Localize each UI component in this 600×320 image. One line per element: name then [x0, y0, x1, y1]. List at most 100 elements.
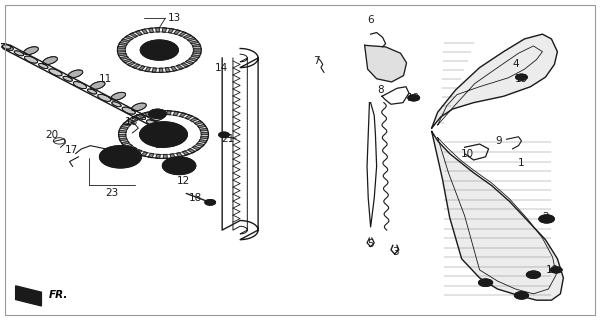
Text: 12: 12	[176, 176, 190, 186]
Polygon shape	[181, 63, 189, 67]
Circle shape	[110, 151, 131, 163]
Text: 22: 22	[154, 140, 168, 150]
Circle shape	[169, 141, 176, 145]
Polygon shape	[184, 34, 191, 38]
Polygon shape	[190, 118, 198, 122]
Polygon shape	[145, 112, 151, 116]
Polygon shape	[199, 140, 207, 143]
Text: 16: 16	[125, 117, 138, 127]
Polygon shape	[365, 45, 407, 82]
Circle shape	[151, 127, 176, 141]
Text: 19: 19	[515, 74, 528, 84]
Polygon shape	[176, 153, 182, 157]
Polygon shape	[200, 136, 208, 139]
Polygon shape	[168, 28, 173, 33]
Text: 20: 20	[45, 130, 58, 140]
Ellipse shape	[136, 115, 146, 119]
Text: 23: 23	[105, 188, 118, 198]
Circle shape	[100, 146, 142, 168]
Polygon shape	[118, 50, 125, 52]
Polygon shape	[127, 62, 135, 66]
Polygon shape	[121, 39, 130, 43]
Ellipse shape	[146, 120, 160, 127]
Polygon shape	[127, 119, 134, 123]
Polygon shape	[155, 28, 160, 32]
Circle shape	[518, 294, 524, 297]
Polygon shape	[187, 37, 196, 41]
Polygon shape	[179, 113, 186, 117]
Polygon shape	[194, 121, 202, 124]
Polygon shape	[192, 44, 200, 47]
Circle shape	[151, 124, 158, 128]
Circle shape	[515, 74, 527, 80]
Polygon shape	[139, 66, 145, 70]
Circle shape	[178, 132, 185, 136]
Circle shape	[539, 215, 554, 223]
Polygon shape	[191, 55, 200, 58]
Ellipse shape	[112, 102, 121, 107]
Circle shape	[140, 122, 187, 147]
Polygon shape	[119, 138, 127, 141]
Polygon shape	[133, 64, 140, 68]
Ellipse shape	[161, 127, 170, 132]
Polygon shape	[123, 59, 131, 63]
Polygon shape	[152, 111, 157, 115]
Polygon shape	[125, 36, 133, 40]
Polygon shape	[134, 150, 142, 154]
Circle shape	[149, 44, 170, 56]
Circle shape	[169, 124, 176, 128]
Ellipse shape	[161, 127, 170, 132]
Polygon shape	[148, 153, 154, 157]
Polygon shape	[141, 152, 148, 156]
Text: 2: 2	[542, 212, 549, 222]
Polygon shape	[148, 28, 154, 33]
Circle shape	[218, 132, 229, 138]
Circle shape	[116, 154, 125, 159]
Text: 17: 17	[65, 146, 78, 156]
Polygon shape	[200, 128, 208, 131]
Polygon shape	[431, 131, 563, 300]
Ellipse shape	[25, 56, 38, 63]
Polygon shape	[119, 134, 126, 137]
Polygon shape	[185, 60, 194, 64]
Polygon shape	[118, 46, 126, 49]
Ellipse shape	[49, 69, 62, 76]
Circle shape	[205, 199, 215, 205]
Text: 3: 3	[392, 247, 399, 257]
Polygon shape	[142, 29, 148, 34]
Circle shape	[163, 157, 196, 175]
Polygon shape	[119, 43, 127, 45]
Polygon shape	[431, 34, 557, 128]
Ellipse shape	[90, 82, 105, 89]
Text: 4: 4	[512, 60, 519, 69]
Polygon shape	[174, 30, 180, 34]
Polygon shape	[160, 111, 164, 115]
Polygon shape	[188, 149, 195, 153]
Polygon shape	[120, 56, 128, 60]
Text: 5: 5	[367, 239, 374, 249]
Ellipse shape	[43, 57, 58, 65]
Ellipse shape	[68, 70, 83, 78]
Polygon shape	[179, 32, 186, 36]
Polygon shape	[125, 145, 133, 148]
Polygon shape	[171, 67, 177, 71]
Text: 19: 19	[407, 93, 421, 103]
Text: 21: 21	[221, 134, 235, 144]
Ellipse shape	[2, 45, 11, 49]
Circle shape	[526, 271, 541, 278]
Text: 19: 19	[546, 265, 559, 275]
Polygon shape	[173, 111, 179, 116]
Text: 18: 18	[188, 193, 202, 203]
Polygon shape	[176, 65, 184, 69]
Ellipse shape	[131, 103, 146, 111]
Text: 9: 9	[496, 136, 502, 146]
Text: 15: 15	[113, 158, 126, 168]
Polygon shape	[163, 28, 167, 32]
Circle shape	[550, 267, 562, 273]
Polygon shape	[121, 141, 130, 145]
Ellipse shape	[38, 63, 48, 68]
Ellipse shape	[98, 94, 111, 101]
Polygon shape	[145, 67, 151, 72]
Circle shape	[478, 279, 493, 286]
Polygon shape	[201, 132, 208, 134]
